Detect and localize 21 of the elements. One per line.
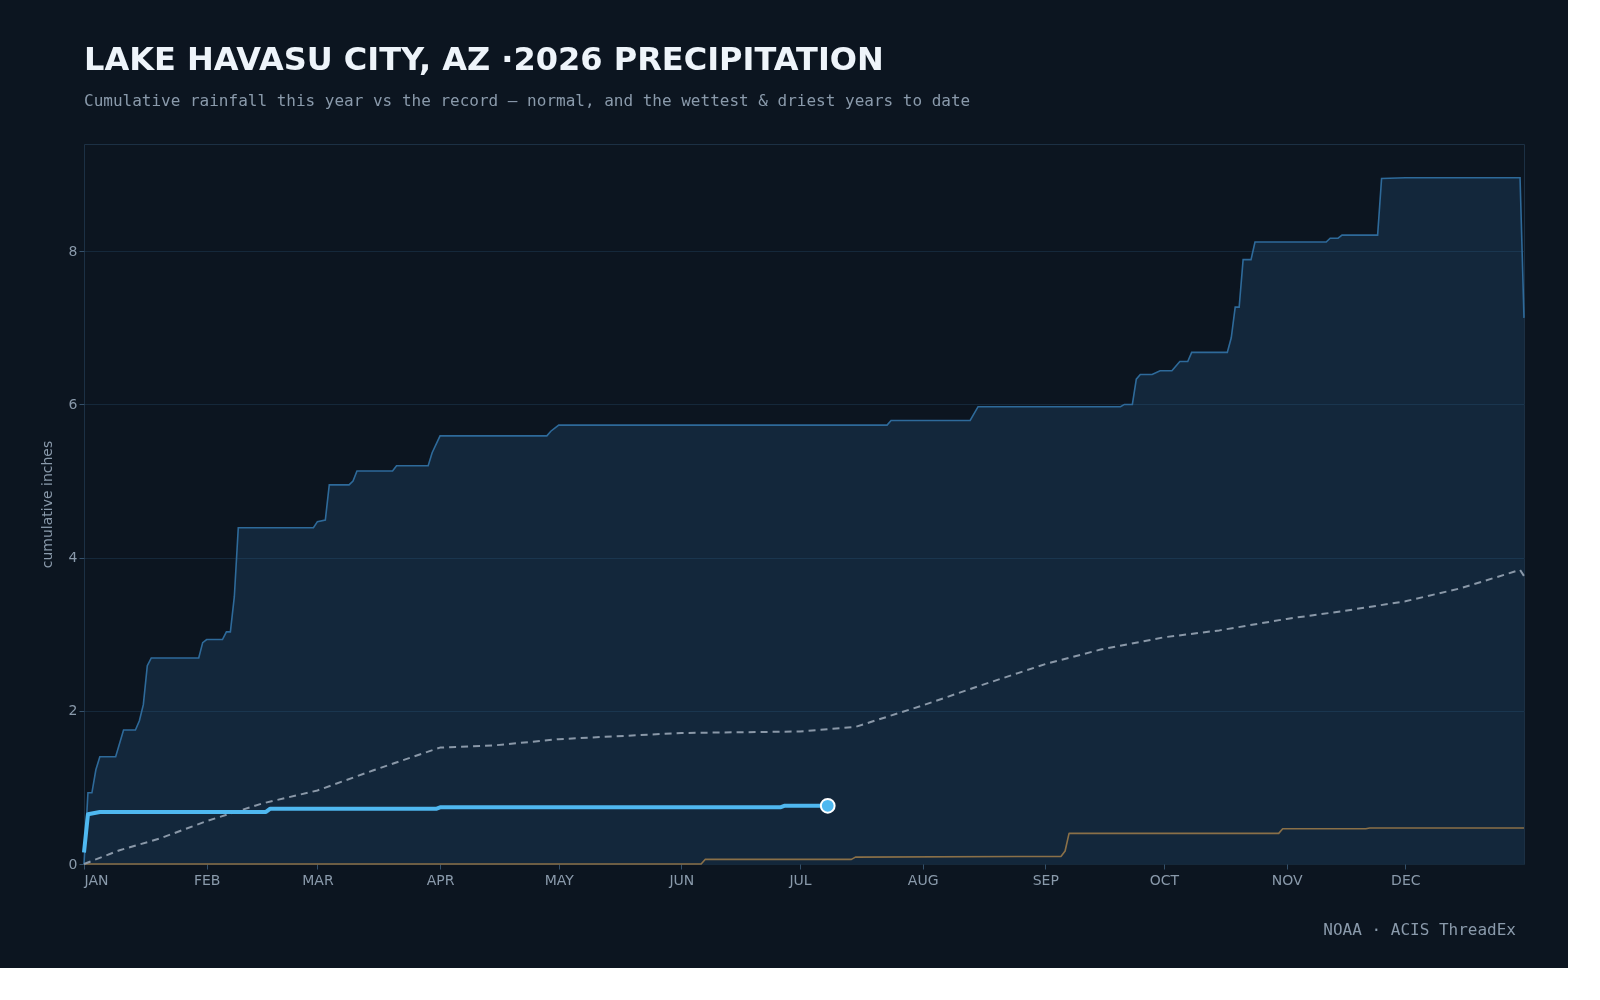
x-tick-label: JUN xyxy=(668,871,695,888)
x-tick-label: AUG xyxy=(907,871,939,888)
y-tick-label: 6 xyxy=(68,395,78,412)
y-tick-label: 0 xyxy=(68,855,78,872)
text: NOAA · ACIS ThreadEx xyxy=(1323,920,1517,939)
x-tick-label: FEB xyxy=(193,871,221,888)
y-axis-title: cumulative inches xyxy=(38,440,55,569)
chart-subtitle: Cumulative rainfall this year vs the record — normal, and the wettest & driest years to date xyxy=(84,91,971,110)
y-tick-label: 2 xyxy=(68,702,78,719)
x-tick-label: JAN xyxy=(83,871,109,888)
x-tick-label: NOV xyxy=(1271,871,1303,888)
x-tick-label: MAY xyxy=(544,871,575,888)
x-tick-label: MAR xyxy=(302,871,334,888)
chart-title: LAKE HAVASU CITY, AZ ·2026 PRECIPITATION xyxy=(84,40,884,78)
x-tick-label: OCT xyxy=(1149,871,1180,888)
x-tick-label: JUL xyxy=(788,871,812,888)
y-tick-label: 4 xyxy=(68,549,78,566)
x-tick-label: SEP xyxy=(1032,871,1059,888)
y-tick-label: 8 xyxy=(68,242,78,259)
x-tick-label: DEC xyxy=(1391,871,1421,888)
x-tick-label: APR xyxy=(426,871,455,888)
